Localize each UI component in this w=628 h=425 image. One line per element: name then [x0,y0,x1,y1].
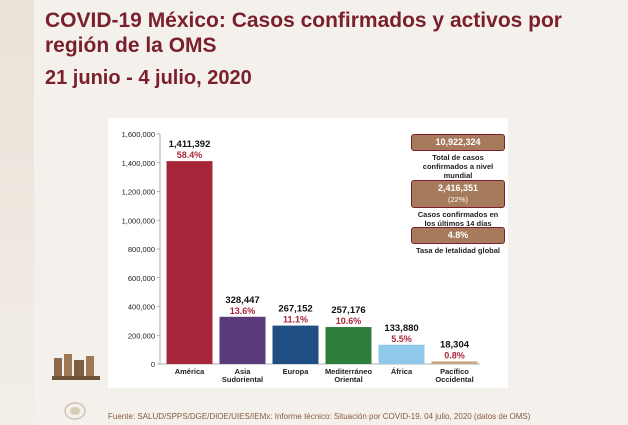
source-note: Fuente: SALUD/SPPS/DGE/DIOE/UIES/IEMx: I… [108,412,531,421]
y-tick-label: 1,400,000 [122,159,155,168]
y-tick-label: 600,000 [128,274,155,283]
bar-0 [166,161,213,364]
y-tick-label: 0 [151,360,155,369]
bar-4 [378,344,425,364]
category-label: Mediterráneo [325,367,373,376]
date-range: 21 junio - 4 julio, 2020 [45,67,252,89]
category-label: Occidental [435,375,473,384]
category-label: Oriental [334,375,362,384]
stat-recent-cases-value-box: 2,416,351 (22%) [411,180,505,208]
official-seal-icon [64,402,86,420]
value-label: 133,880 [384,323,418,334]
bar-1 [219,316,266,364]
stat-recent-cases-label: Casos confirmados en los últimos 14 días [417,210,499,228]
left-decorative-band [0,0,34,425]
bar-3 [325,327,372,364]
stat-fatality-rate-value: 4.8% [411,227,505,244]
category-label: Europa [283,367,310,376]
y-tick-label: 1,000,000 [122,216,155,225]
stat-fatality-rate-label: Tasa de letalidad global [415,246,501,255]
percent-label: 5.5% [391,334,412,344]
category-label: África [391,367,413,376]
y-tick-label: 200,000 [128,331,155,340]
value-label: 257,176 [331,305,365,316]
value-label: 328,447 [225,295,259,306]
category-label: América [175,367,205,376]
stat-recent-cases: 2,416,351 (22%) Casos confirmados en los… [411,180,505,228]
percent-label: 10.6% [336,316,362,326]
percent-label: 11.1% [283,315,308,325]
y-tick-label: 1,200,000 [122,188,155,197]
y-tick-label: 400,000 [128,303,155,312]
value-label: 18,304 [440,339,470,350]
category-label: Asia [235,367,252,376]
category-label: Pacífico [440,367,469,376]
percent-label: 58.4% [177,150,203,160]
stat-recent-cases-value: 2,416,351 [437,183,479,193]
bar-2 [272,325,319,364]
stat-total-cases-value: 10,922,324 [411,134,505,151]
value-label: 1,411,392 [169,139,211,150]
value-label: 267,152 [278,304,312,315]
stat-total-cases: 10,922,324 Total de casos confirmados a … [411,134,505,180]
bar-5 [431,361,478,364]
percent-label: 13.6% [230,306,256,316]
government-building-logo [52,354,100,380]
y-tick-label: 800,000 [128,245,155,254]
stat-fatality-rate: 4.8% Tasa de letalidad global [411,227,505,255]
stat-total-cases-label: Total de casos confirmados a nivel mundi… [422,153,494,180]
stat-recent-cases-percent: (22%) [447,195,468,204]
category-label: Sudoriental [222,375,263,384]
percent-label: 0.8% [444,350,465,360]
page-title: COVID-19 México: Casos confirmados y act… [45,9,562,57]
y-tick-label: 1,600,000 [122,130,155,139]
